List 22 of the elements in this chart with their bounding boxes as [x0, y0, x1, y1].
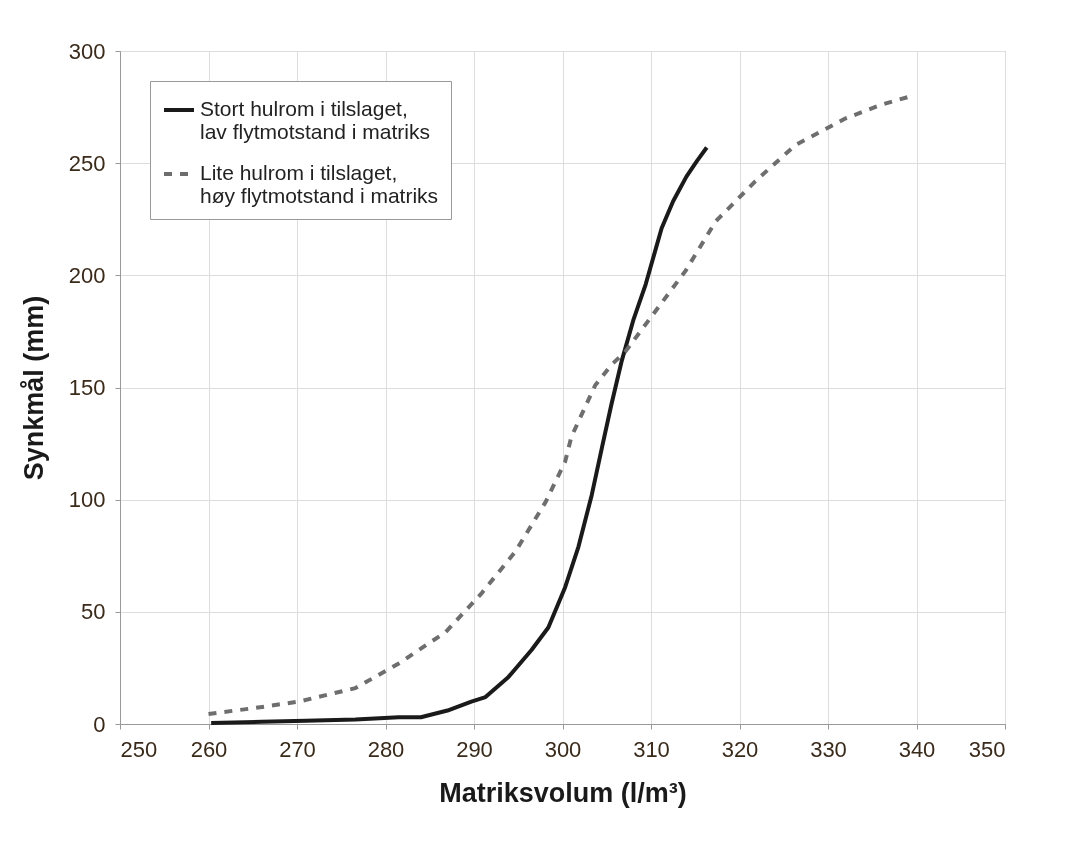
y-tick-label: 50: [81, 599, 106, 625]
x-tick-label: 310: [633, 736, 670, 762]
x-tick-label: 350: [968, 736, 1006, 762]
x-tick-label: 300: [544, 736, 582, 762]
legend-label: Stort hulrom i tilslaget, lav flytmotstand i matriks: [200, 97, 430, 143]
x-tick-label: 280: [367, 736, 405, 762]
y-tick-label: 250: [68, 150, 106, 176]
x-axis-title: Matriksvolum (l/m³): [439, 777, 687, 808]
y-axis-title: Synkmål (mm): [18, 295, 49, 481]
x-tick-label: 330: [810, 736, 847, 762]
y-tick-label: 200: [68, 262, 106, 288]
y-tick-label: 150: [68, 375, 106, 400]
x-tick-label: 250: [120, 736, 158, 762]
y-tick-label: 0: [93, 711, 106, 737]
x-tick-label: 340: [898, 736, 936, 762]
legend-label: Lite hulrom i tilslaget, høy flytmotstand i matriks: [200, 161, 439, 207]
y-tick-label: 300: [68, 38, 106, 64]
x-tick-label: 260: [190, 736, 228, 762]
x-tick-label: 320: [721, 736, 759, 762]
y-tick-label: 100: [68, 487, 106, 513]
x-tick-label: 290: [456, 736, 493, 762]
x-tick-label: 270: [279, 736, 316, 762]
